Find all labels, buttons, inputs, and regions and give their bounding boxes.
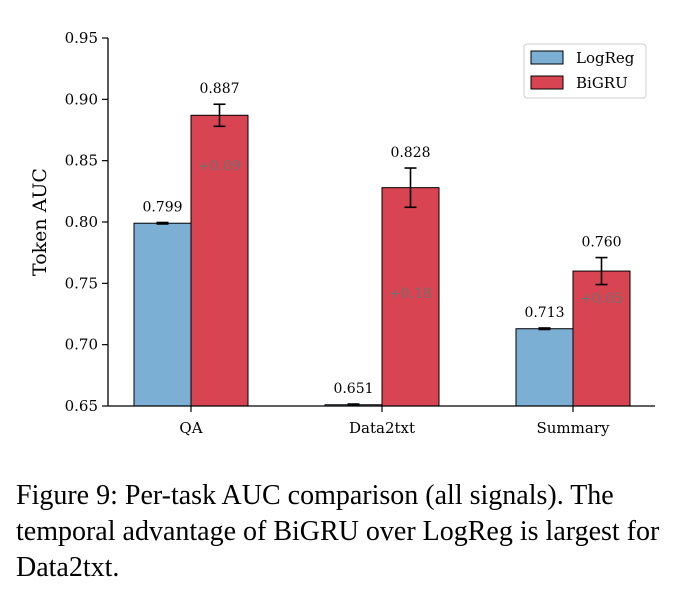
y-tick-label: 0.70 [65, 336, 98, 354]
y-tick-label: 0.95 [65, 29, 98, 47]
figure-caption: Figure 9: Per-task AUC comparison (all s… [16, 480, 660, 583]
bar-bigru-summary [572, 270, 631, 407]
y-tick-label: 0.85 [65, 152, 98, 170]
value-label-bigru-summary: 0.760 [581, 235, 621, 251]
value-label-bigru-qa: 0.887 [199, 81, 239, 97]
bar-bigru-qa [190, 114, 249, 407]
bar-logreg-qa [133, 222, 192, 407]
delta-label-data2txt: +0.18 [389, 286, 432, 302]
legend-label-bigru: BiGRU [576, 74, 628, 92]
x-tick-label-data2txt: Data2txt [349, 419, 415, 437]
chart-figure: 0.799 0.651 0.713 0.887 0.828 0.760 +0.09 +0.18… [29, 29, 655, 437]
axes-layer: 0.65 0.70 0.75 0.80 0.85 0.90 0.95 QA Data2txt Su… [65, 29, 655, 437]
error-bar-bigru-summary [595, 256, 608, 286]
error-bar-bigru-data2txt [404, 167, 417, 209]
legend-swatch-logreg [530, 50, 564, 65]
delta-label-qa: +0.09 [198, 159, 241, 175]
y-axis-label: Token AUC [29, 168, 51, 276]
y-tick-label: 0.90 [65, 90, 98, 108]
legend-swatch-bigru [530, 75, 564, 90]
delta-label-summary: +0.05 [580, 291, 623, 307]
y-tick-label: 0.75 [65, 274, 98, 292]
error-bar-logreg-data2txt [347, 403, 360, 407]
x-tick-label-summary: Summary [537, 419, 610, 437]
value-label-bigru-data2txt: 0.828 [390, 145, 430, 161]
bars-layer: 0.799 0.651 0.713 0.887 0.828 0.760 +0.09 +0.18… [133, 81, 631, 407]
legend: LogReg BiGRU [523, 43, 647, 99]
value-label-logreg-data2txt: 0.651 [333, 381, 373, 397]
error-bar-logreg-summary [538, 327, 551, 331]
x-tick-label-qa: QA [179, 419, 202, 437]
error-bar-bigru-qa [213, 103, 226, 128]
error-bar-logreg-qa [156, 221, 169, 225]
bar-chart: 0.799 0.651 0.713 0.887 0.828 0.760 +0.09 +0.18… [29, 29, 655, 437]
value-label-logreg-summary: 0.713 [524, 305, 564, 321]
y-tick-label: 0.65 [65, 397, 98, 415]
legend-label-logreg: LogReg [576, 49, 635, 67]
bar-logreg-summary [515, 328, 574, 407]
y-tick-label: 0.80 [65, 213, 98, 231]
value-label-logreg-qa: 0.799 [142, 199, 182, 215]
